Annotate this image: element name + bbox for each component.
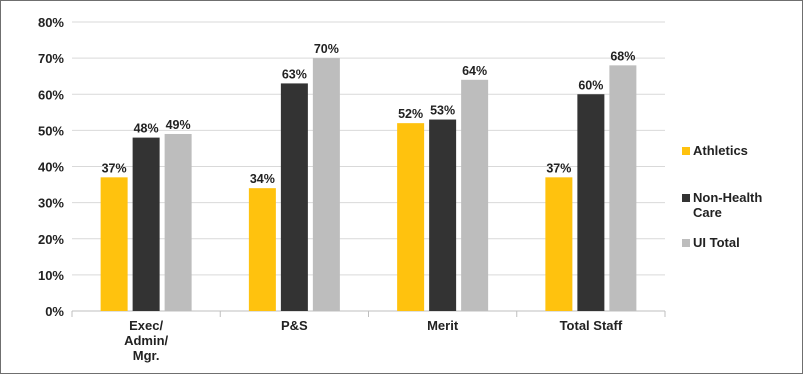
bar-ui-total bbox=[164, 133, 192, 311]
axes: 0% 10% 20% 30% 40% 50% 60% 70% 80% Exec/Admin/Mgr… bbox=[38, 15, 666, 363]
legend-swatch bbox=[682, 194, 690, 202]
data-labels: 37% 34% 52% 37% 48% 63% 53% 60% 49% 70% 64% 68% bbox=[102, 42, 636, 186]
x-category-label: P&S bbox=[281, 318, 308, 333]
bar-athletics bbox=[545, 177, 573, 311]
data-label: 68% bbox=[610, 49, 635, 63]
data-label: 49% bbox=[166, 118, 191, 132]
y-tick-label: 30% bbox=[38, 196, 64, 211]
bar-non-health-care bbox=[132, 137, 160, 311]
legend-label: Non-Health Care bbox=[693, 190, 762, 220]
y-tick-label: 70% bbox=[38, 51, 64, 66]
bar-non-health-care bbox=[429, 119, 457, 311]
y-tick-label: 60% bbox=[38, 87, 64, 102]
y-tick-label: 20% bbox=[38, 232, 64, 247]
bar-ui-total bbox=[461, 79, 489, 311]
legend-label: UI Total bbox=[693, 235, 740, 250]
y-tick-label: 40% bbox=[38, 160, 64, 175]
x-category-label: Total Staff bbox=[560, 318, 623, 333]
y-tick-label: 10% bbox=[38, 268, 64, 283]
bar-non-health-care bbox=[280, 83, 308, 311]
y-tick-label: 80% bbox=[38, 15, 64, 30]
x-category-label: Exec/Admin/Mgr. bbox=[124, 318, 168, 363]
data-label: 70% bbox=[314, 42, 339, 56]
x-category-label: Merit bbox=[427, 318, 459, 333]
bar-athletics bbox=[248, 188, 276, 311]
bar-athletics bbox=[100, 177, 128, 311]
bar-non-health-care bbox=[577, 94, 605, 311]
data-label: 37% bbox=[546, 161, 571, 175]
data-label: 52% bbox=[398, 107, 423, 121]
y-tick-label: 50% bbox=[38, 123, 64, 138]
legend-swatch bbox=[682, 239, 690, 247]
legend-swatch bbox=[682, 147, 690, 155]
bar-ui-total bbox=[312, 58, 340, 311]
legend-label: Athletics bbox=[693, 143, 748, 158]
gridlines bbox=[72, 21, 665, 276]
bar-athletics bbox=[397, 123, 425, 312]
data-label: 48% bbox=[134, 122, 159, 136]
data-label: 60% bbox=[578, 78, 603, 92]
data-label: 37% bbox=[102, 161, 127, 175]
data-label: 63% bbox=[282, 67, 307, 81]
data-label: 34% bbox=[250, 172, 275, 186]
bar-ui-total bbox=[609, 65, 637, 311]
bars bbox=[100, 58, 637, 312]
y-tick-label: 0% bbox=[45, 304, 64, 319]
data-label: 53% bbox=[430, 104, 455, 118]
legend: Athletics Non-Health Care UI Total bbox=[682, 143, 762, 250]
data-label: 64% bbox=[462, 64, 487, 78]
